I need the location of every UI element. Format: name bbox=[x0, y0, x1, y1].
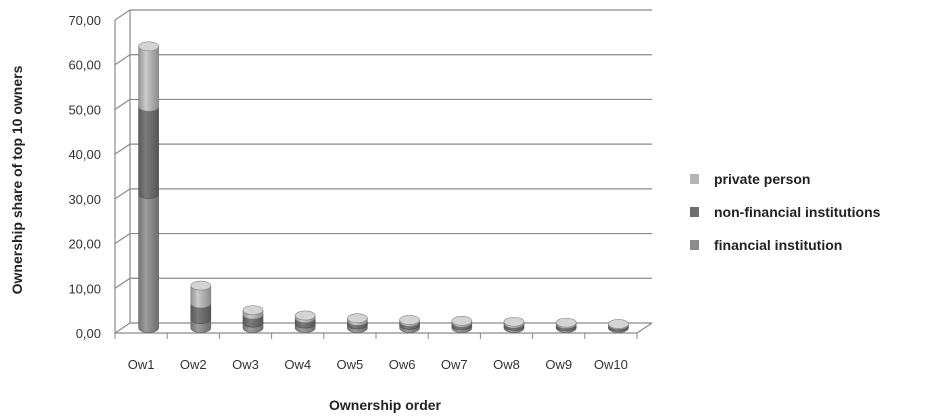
legend-label: private person bbox=[714, 171, 810, 187]
legend-swatch bbox=[690, 174, 699, 184]
gridline-side bbox=[114, 143, 131, 155]
x-axis-title: Ownership order bbox=[329, 397, 442, 413]
y-tick-label: 20,00 bbox=[68, 237, 101, 252]
gridline-side bbox=[114, 188, 131, 200]
y-tick-label: 50,00 bbox=[68, 102, 101, 117]
gridline-side bbox=[114, 98, 131, 110]
bar-cap bbox=[347, 313, 368, 323]
legend-item: financial institution bbox=[690, 237, 842, 253]
x-tick-label: Ow4 bbox=[284, 357, 311, 372]
x-tick-label: Ow7 bbox=[441, 357, 468, 372]
legend-label: financial institution bbox=[714, 237, 842, 253]
legend-label: non-financial institutions bbox=[714, 204, 881, 220]
gridline-side bbox=[114, 54, 131, 66]
x-tick-label: Ow6 bbox=[389, 357, 416, 372]
x-tick-label: Ow3 bbox=[232, 357, 259, 372]
y-tick-label: 30,00 bbox=[68, 192, 101, 207]
x-tick-label: Ow5 bbox=[337, 357, 364, 372]
bar-cap bbox=[399, 315, 420, 325]
gridline-side bbox=[114, 277, 131, 289]
y-tick-labels: 0,00 10,00 20,00 30,00 40,00 50,00 60,00 70,00 bbox=[68, 13, 101, 341]
x-tick-label: Ow1 bbox=[128, 357, 155, 372]
y-tick-label: 0,00 bbox=[76, 326, 101, 341]
bar-stack-Ow10 bbox=[608, 319, 629, 333]
legend-swatch bbox=[690, 207, 699, 217]
bar-stack-Ow9 bbox=[555, 317, 577, 333]
bar-stack-Ow7 bbox=[451, 316, 473, 333]
bar-stack-Ow3 bbox=[242, 305, 264, 333]
bar-cap bbox=[451, 316, 473, 326]
bar-cap bbox=[555, 317, 577, 328]
y-axis-title: Ownership share of top 10 owners bbox=[9, 65, 25, 294]
bar-cap bbox=[503, 316, 525, 327]
bar-stack-Ow4 bbox=[294, 310, 316, 333]
legend-item: private person bbox=[690, 171, 810, 187]
bar-cap bbox=[242, 305, 264, 315]
y-tick-label: 40,00 bbox=[68, 147, 101, 162]
gridlines bbox=[114, 9, 652, 334]
bar-stack-Ow8 bbox=[503, 316, 525, 333]
legend: private person non-financial institutions… bbox=[690, 171, 881, 253]
x-tick-label: Ow10 bbox=[594, 357, 628, 372]
bar-segment bbox=[138, 46, 159, 112]
bar-segment bbox=[138, 106, 159, 199]
axes bbox=[114, 10, 653, 339]
gridline-side bbox=[114, 233, 131, 245]
bar-segment bbox=[138, 193, 159, 333]
bar-cap bbox=[190, 280, 212, 291]
x-tick-labels: Ow1 Ow2 Ow3 Ow4 Ow5 Ow6 Ow7 Ow8 Ow9 Ow10 bbox=[128, 357, 628, 372]
bar-cap bbox=[138, 41, 159, 52]
bar-stack-Ow2 bbox=[190, 280, 212, 333]
bar-stack-Ow6 bbox=[399, 315, 420, 333]
bar-stack-Ow1 bbox=[138, 41, 159, 333]
bar-cap bbox=[294, 310, 316, 321]
y-tick-label: 70,00 bbox=[68, 13, 101, 28]
gridline-side bbox=[114, 9, 131, 21]
x-tick-label: Ow2 bbox=[180, 357, 207, 372]
gridline-side bbox=[114, 322, 131, 334]
legend-swatch bbox=[690, 240, 699, 250]
x-tick-label: Ow9 bbox=[545, 357, 572, 372]
y-tick-label: 10,00 bbox=[68, 281, 101, 296]
floor-edge bbox=[636, 322, 653, 334]
bars bbox=[138, 41, 629, 333]
x-tick-label: Ow8 bbox=[493, 357, 520, 372]
y-tick-label: 60,00 bbox=[68, 58, 101, 73]
bar-stack-Ow5 bbox=[347, 313, 368, 333]
legend-item: non-financial institutions bbox=[690, 204, 881, 220]
bar-cap bbox=[608, 319, 629, 329]
